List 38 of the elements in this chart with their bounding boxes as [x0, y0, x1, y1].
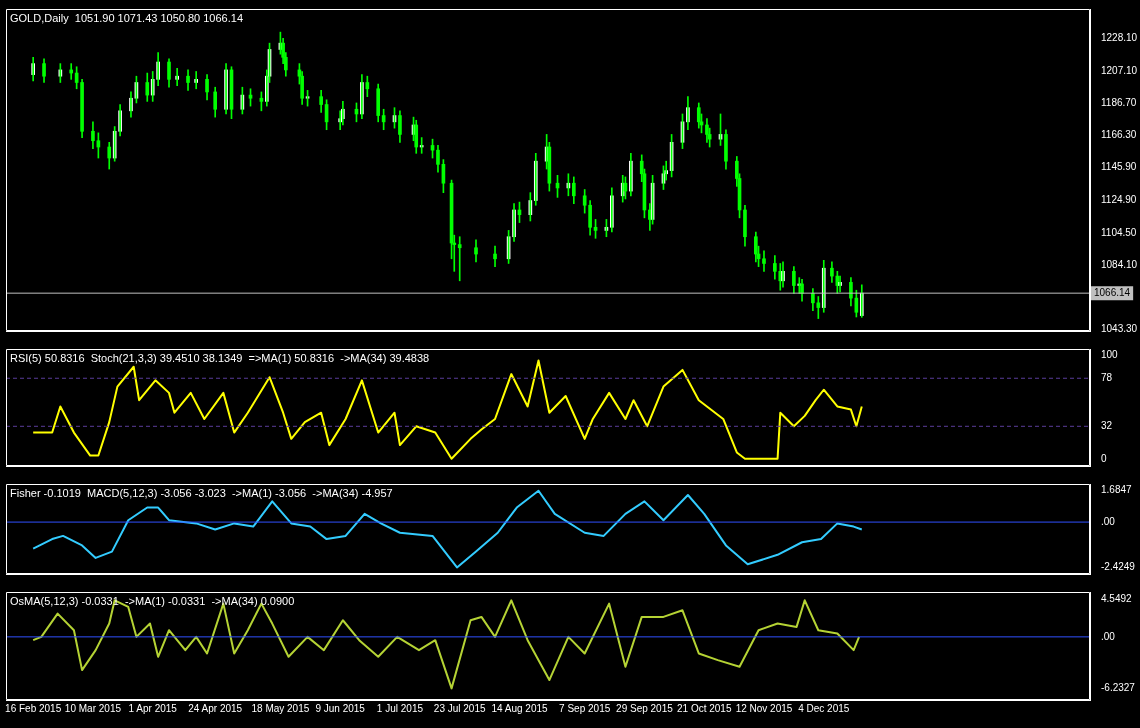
chart-title: OsMA(5,12,3) -0.0331 ->MA(1) -0.0331 ->MA(34) 0.0900: [10, 594, 295, 607]
x-tick-label: 9 Jun 2015: [315, 702, 366, 714]
x-tick-label: 18 May 2015: [251, 702, 310, 714]
y-tick-label: 1228.10: [1101, 32, 1138, 44]
y-tick-label: 100: [1101, 349, 1119, 361]
x-tick-label: 21 Oct 2015: [676, 702, 732, 714]
y-tick-label: 0: [1101, 453, 1107, 465]
y-tick-label: .00: [1101, 630, 1116, 642]
ref-line-label: 1066.14: [1094, 286, 1131, 298]
y-tick-label: 1043.30: [1101, 322, 1138, 334]
y-tick-label: 1084.10: [1101, 258, 1138, 270]
x-tick-label: 10 Mar 2015: [64, 702, 122, 714]
x-tick-label: 24 Apr 2015: [188, 702, 243, 714]
y-tick-label: .00: [1101, 515, 1116, 527]
y-tick-label: -2.4249: [1101, 561, 1136, 573]
x-tick-label: 4 Dec 2015: [798, 702, 850, 714]
x-tick-label: 23 Jul 2015: [433, 702, 486, 714]
x-tick-label: 7 Sep 2015: [559, 702, 611, 714]
x-tick-label: 12 Nov 2015: [735, 702, 793, 714]
chart-title: GOLD,Daily 1051.90 1071.43 1050.80 1066.14: [10, 11, 244, 24]
y-tick-label: 1166.30: [1101, 129, 1137, 141]
x-tick-label: 16 Feb 2015: [5, 702, 62, 714]
x-tick-label: 1 Apr 2015: [128, 702, 178, 714]
y-tick-label: 1124.90: [1101, 194, 1137, 206]
y-tick-label: 1145.90: [1101, 161, 1137, 173]
y-tick-label: 4.5492: [1101, 592, 1133, 604]
y-tick-label: -6.2327: [1101, 682, 1136, 694]
x-tick-label: 14 Aug 2015: [491, 702, 548, 714]
y-tick-label: 1207.10: [1101, 65, 1138, 77]
y-tick-label: 32: [1101, 420, 1113, 432]
y-tick-label: 1104.50: [1101, 226, 1137, 238]
y-tick-label: 78: [1101, 372, 1113, 383]
x-tick-label: 1 Jul 2015: [376, 702, 424, 714]
y-tick-label: 1.6847: [1101, 484, 1133, 496]
chart-title: Fisher -0.1019 MACD(5,12,3) -3.056 -3.023 ->MA(1) -3.056 ->MA(34) -4.957: [10, 486, 393, 499]
x-tick-label: 29 Sep 2015: [616, 702, 674, 714]
y-tick-label: 1186.70: [1101, 97, 1137, 109]
chart-title: RSI(5) 50.8316 Stoch(21,3,3) 39.4510 38.1349 =>MA(1) 50.8316 ->MA(34) 39.4838: [10, 351, 430, 364]
